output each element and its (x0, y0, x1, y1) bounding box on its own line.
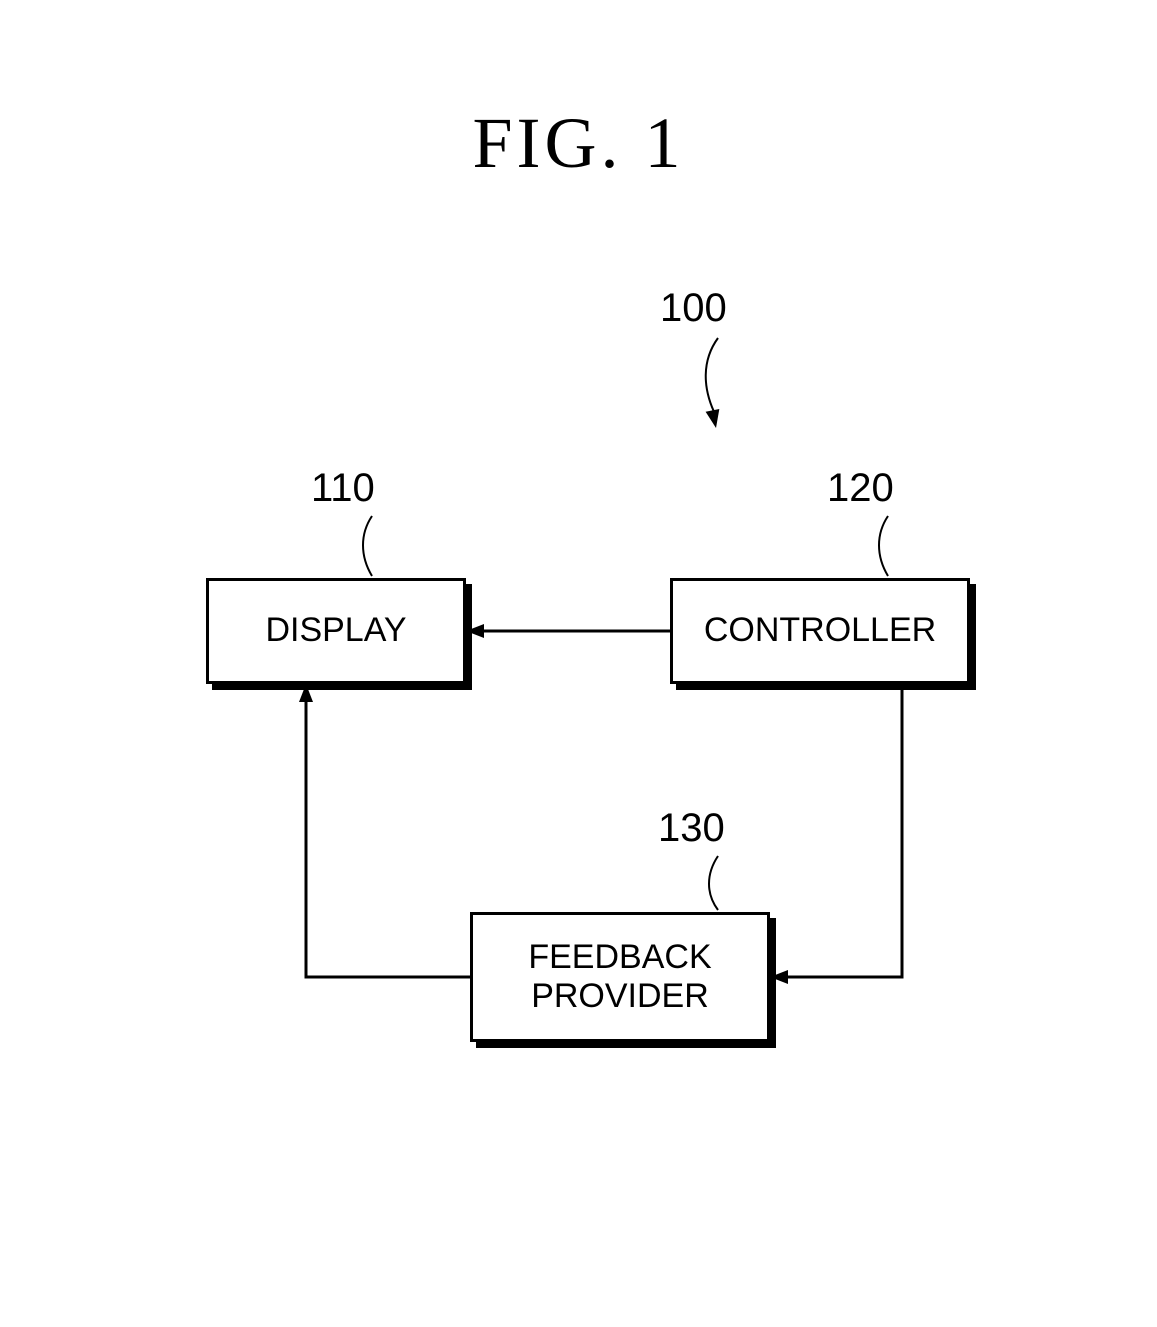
ref-110: 110 (311, 466, 375, 511)
feedback-node: FEEDBACK PROVIDER (470, 912, 770, 1042)
controller-node: CONTROLLER (670, 578, 970, 684)
figure-canvas: FIG. 1 DISPLAY CONTROLLER FEEDBACK PROVI… (0, 0, 1157, 1327)
figure-title: FIG. 1 (0, 102, 1157, 185)
display-node-label: DISPLAY (209, 581, 463, 681)
display-node: DISPLAY (206, 578, 466, 684)
ref-120: 120 (827, 466, 894, 511)
connectors-overlay (0, 0, 1157, 1327)
controller-node-label: CONTROLLER (673, 581, 967, 681)
ref-100: 100 (660, 286, 727, 331)
ref-130: 130 (658, 806, 725, 851)
feedback-node-label: FEEDBACK PROVIDER (473, 915, 767, 1039)
